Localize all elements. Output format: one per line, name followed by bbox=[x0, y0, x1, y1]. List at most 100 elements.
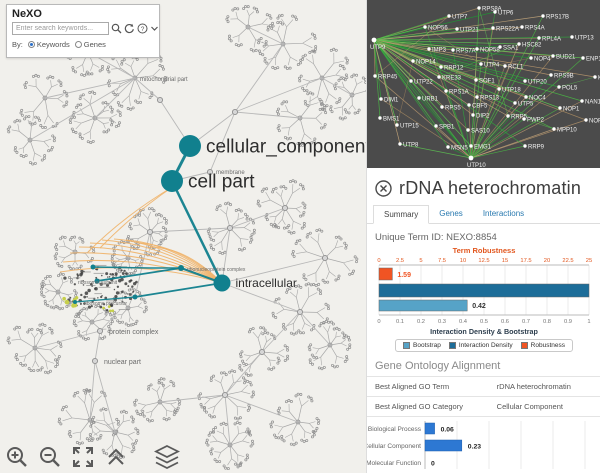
gene-node[interactable] bbox=[466, 128, 470, 132]
gene-node[interactable] bbox=[584, 118, 588, 122]
tab-genes[interactable]: Genes bbox=[439, 209, 463, 218]
chevron-down-icon[interactable] bbox=[150, 23, 159, 35]
gene-label[interactable]: KRE33 bbox=[442, 76, 462, 82]
gene-node[interactable] bbox=[557, 85, 561, 89]
gene-label[interactable]: NAN1 bbox=[585, 100, 600, 106]
gene-node[interactable] bbox=[444, 89, 448, 93]
gene-label[interactable]: UTP8 bbox=[403, 143, 419, 149]
gene-label[interactable]: NOP14 bbox=[416, 60, 436, 66]
gene-node[interactable] bbox=[411, 59, 415, 63]
gene-node[interactable] bbox=[475, 95, 479, 99]
gene-node[interactable] bbox=[447, 14, 451, 18]
node-cellular-component[interactable] bbox=[179, 135, 201, 157]
search-input[interactable] bbox=[12, 22, 109, 35]
gene-node[interactable] bbox=[558, 106, 562, 110]
gene-node[interactable] bbox=[522, 117, 526, 121]
gene-node[interactable] bbox=[468, 155, 474, 161]
gene-node[interactable] bbox=[479, 62, 483, 66]
gene-label[interactable]: DIP2 bbox=[476, 114, 490, 120]
gene-label[interactable]: UTP10 bbox=[467, 163, 486, 169]
gene-node[interactable] bbox=[529, 56, 533, 60]
gene-label[interactable]: POL5 bbox=[562, 86, 578, 92]
gene-label[interactable]: RPS8A bbox=[482, 7, 502, 13]
gene-node[interactable] bbox=[379, 97, 383, 101]
gene-node[interactable] bbox=[446, 145, 450, 149]
gene-label[interactable]: RPS4A bbox=[525, 26, 545, 32]
gene-label[interactable]: RPS1A bbox=[449, 90, 469, 96]
gene-label[interactable]: CBF5 bbox=[472, 104, 488, 110]
zoom-out-icon[interactable] bbox=[37, 444, 63, 470]
gene-node[interactable] bbox=[581, 56, 585, 60]
gene-node[interactable] bbox=[455, 27, 459, 31]
gene-label[interactable]: MPP10 bbox=[557, 128, 577, 134]
gene-label[interactable]: RPS9B bbox=[554, 74, 574, 80]
gene-label[interactable]: IMP3 bbox=[432, 48, 447, 54]
gene-label[interactable]: RPS22A bbox=[496, 27, 519, 33]
gene-node[interactable] bbox=[580, 99, 584, 103]
gene-label[interactable]: URB1 bbox=[422, 97, 439, 103]
gene-label[interactable]: RRP9 bbox=[528, 145, 545, 151]
gene-label[interactable]: MSN5 bbox=[451, 146, 468, 152]
gene-node[interactable] bbox=[373, 74, 377, 78]
gene-node[interactable] bbox=[523, 144, 527, 148]
gene-label[interactable]: SOF1 bbox=[479, 79, 495, 85]
gene-label[interactable]: PWP2 bbox=[527, 118, 545, 124]
gene-label[interactable]: RPS7A bbox=[456, 49, 476, 55]
gene-label[interactable]: HSC82 bbox=[522, 43, 542, 49]
gene-node[interactable] bbox=[513, 101, 517, 105]
gene-label[interactable]: SSA1 bbox=[503, 46, 519, 52]
gene-node[interactable] bbox=[552, 127, 556, 131]
gene-label[interactable]: NOP6 bbox=[589, 119, 600, 125]
gene-node[interactable] bbox=[477, 6, 481, 10]
gene-label[interactable]: EMG1 bbox=[474, 145, 492, 151]
gene-label[interactable]: RPS17B bbox=[546, 15, 569, 21]
gene-node[interactable] bbox=[520, 25, 524, 29]
gene-label[interactable]: UTP13 bbox=[575, 36, 594, 42]
gene-node[interactable] bbox=[524, 95, 528, 99]
gene-label[interactable]: UTP20 bbox=[528, 80, 547, 86]
gene-label[interactable]: SPB1 bbox=[439, 125, 455, 131]
gene-label[interactable]: UTP22 bbox=[414, 80, 433, 86]
gene-node[interactable] bbox=[593, 75, 597, 79]
gene-label[interactable]: NOP4 bbox=[534, 57, 551, 63]
zoom-in-icon[interactable] bbox=[4, 444, 30, 470]
layers-icon[interactable] bbox=[154, 444, 180, 470]
gene-label[interactable]: RRP12 bbox=[444, 66, 464, 72]
gene-label[interactable]: UTP5 bbox=[518, 102, 534, 108]
gene-label[interactable]: RCL1 bbox=[508, 65, 524, 71]
gene-node[interactable] bbox=[451, 48, 455, 52]
gene-node[interactable] bbox=[409, 79, 413, 83]
gene-node[interactable] bbox=[493, 10, 497, 14]
gene-label[interactable]: SAS10 bbox=[471, 129, 490, 135]
radio-genes[interactable]: Genes bbox=[74, 40, 106, 49]
gene-label[interactable]: NOP1 bbox=[563, 107, 580, 113]
gene-node[interactable] bbox=[398, 142, 402, 146]
gene-node[interactable] bbox=[506, 114, 510, 118]
gene-label[interactable]: UTP21 bbox=[460, 28, 479, 34]
gene-node[interactable] bbox=[537, 36, 541, 40]
fit-to-screen-icon[interactable] bbox=[70, 444, 96, 470]
node-cell-part[interactable] bbox=[161, 170, 183, 192]
gene-node[interactable] bbox=[437, 75, 441, 79]
node-label-cell-part[interactable]: cell part bbox=[188, 172, 255, 193]
gene-node[interactable] bbox=[395, 123, 399, 127]
node-label-intracellular[interactable]: intracellular bbox=[236, 276, 297, 290]
ontology-network-canvas[interactable]: mitochondrial part membrane protein comple… bbox=[0, 0, 377, 473]
gene-node[interactable] bbox=[517, 42, 521, 46]
gene-label[interactable]: UTP15 bbox=[400, 124, 419, 130]
tab-summary[interactable]: Summary bbox=[373, 205, 430, 224]
gene-node[interactable] bbox=[427, 47, 431, 51]
gene-node[interactable] bbox=[541, 14, 545, 18]
gene-node[interactable] bbox=[434, 124, 438, 128]
gene-node[interactable] bbox=[474, 78, 478, 82]
gene-label[interactable]: KRR1 bbox=[598, 76, 600, 82]
gene-node[interactable] bbox=[498, 45, 502, 49]
gene-node[interactable] bbox=[440, 105, 444, 109]
gene-label[interactable]: RPL4A bbox=[542, 37, 561, 43]
gene-node[interactable] bbox=[523, 79, 527, 83]
search-icon[interactable] bbox=[111, 23, 122, 35]
gene-node[interactable] bbox=[497, 87, 501, 91]
gene-label[interactable]: UTP4 bbox=[484, 63, 500, 69]
gene-node[interactable] bbox=[475, 47, 479, 51]
gene-node[interactable] bbox=[491, 26, 495, 30]
